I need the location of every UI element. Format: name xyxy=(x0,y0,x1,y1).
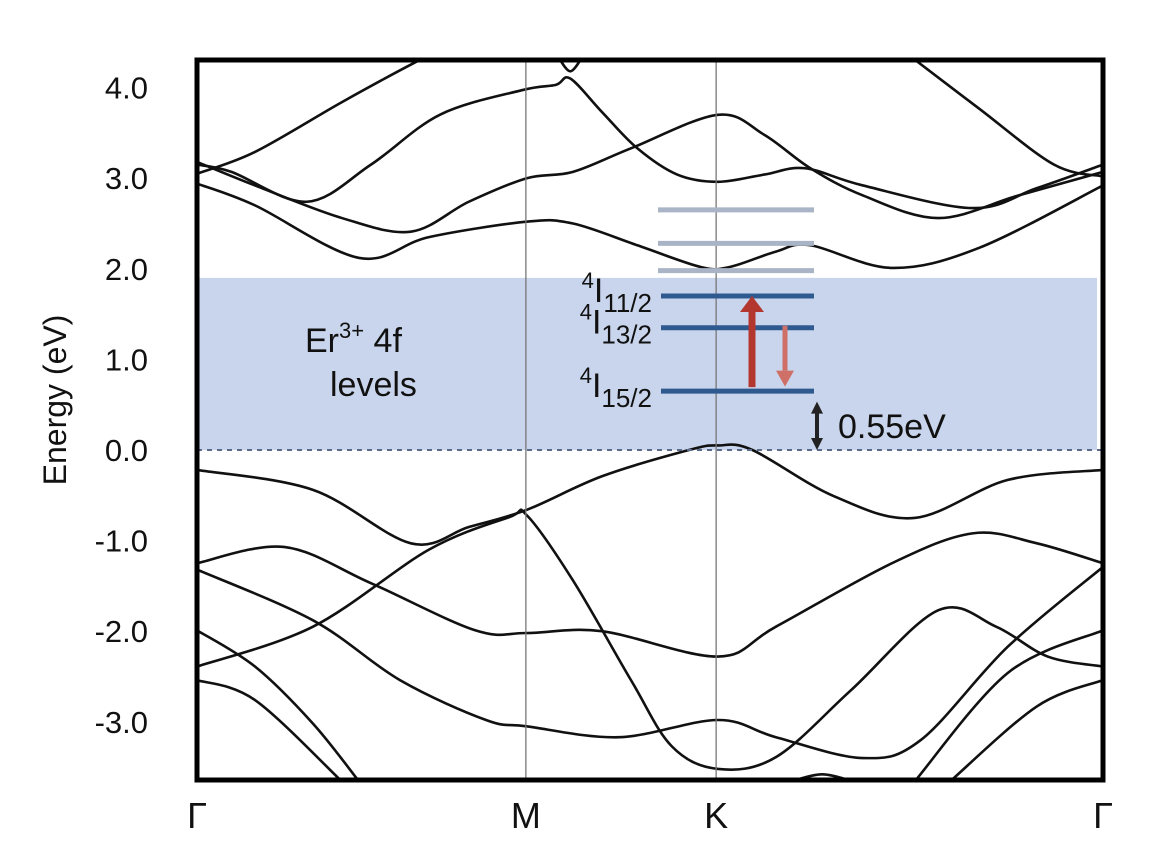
kpoint-label-1: M xyxy=(511,795,541,836)
band-8 xyxy=(197,565,1103,760)
transition-arrow-excitation-head xyxy=(740,295,764,312)
y-tick-label: 0.0 xyxy=(105,433,148,468)
gap-arrow-head-up xyxy=(811,401,823,414)
y-tick-label: -2.0 xyxy=(95,614,148,649)
band-9 xyxy=(197,508,1103,771)
shaded-region-label-line2: levels xyxy=(330,366,417,404)
y-tick-label: 1.0 xyxy=(105,342,148,377)
band-7 xyxy=(197,531,1103,658)
gap-arrow-head-down xyxy=(811,438,823,450)
band-12 xyxy=(914,629,1103,780)
band-2 xyxy=(197,76,1103,210)
kpoint-label-3: Γ xyxy=(1093,795,1113,836)
er-4f-shaded-region xyxy=(197,277,1097,450)
band-13 xyxy=(949,678,1103,780)
y-tick-labels: 4.0 3.0 2.0 1.0 0.0 -1.0 -2.0 -3.0 xyxy=(95,71,148,740)
band-3 xyxy=(197,60,423,175)
kpoint-lines xyxy=(525,60,717,780)
band-curves xyxy=(197,60,1103,780)
band-4 xyxy=(913,60,1103,178)
plot-frame xyxy=(194,57,1106,783)
band-10 xyxy=(197,629,360,780)
kpoint-label-0: Γ xyxy=(187,795,207,836)
y-tick-label: -3.0 xyxy=(95,705,148,740)
y-tick-label: 4.0 xyxy=(105,71,148,106)
level-label-4: 4I13/2 xyxy=(580,300,652,350)
transition-arrows xyxy=(740,295,823,450)
y-tick-label: -1.0 xyxy=(95,524,148,559)
y-tick-label: 3.0 xyxy=(105,161,148,196)
band-0 xyxy=(197,182,1103,271)
level-label-3: 4I11/2 xyxy=(582,268,652,318)
band-1 xyxy=(197,113,1103,234)
transition-arrow-emission-head xyxy=(776,370,794,387)
y-tick-label: 2.0 xyxy=(105,252,148,287)
kpoint-label-2: K xyxy=(704,795,728,836)
y-axis-label: Energy (eV) xyxy=(37,315,73,486)
gap-annotation: 0.55eV xyxy=(838,408,946,446)
band-6 xyxy=(197,443,1103,546)
shaded-region-label: Er3+ 4f xyxy=(305,318,402,360)
level-label-5: 4I15/2 xyxy=(580,363,652,413)
band-11 xyxy=(197,678,343,780)
